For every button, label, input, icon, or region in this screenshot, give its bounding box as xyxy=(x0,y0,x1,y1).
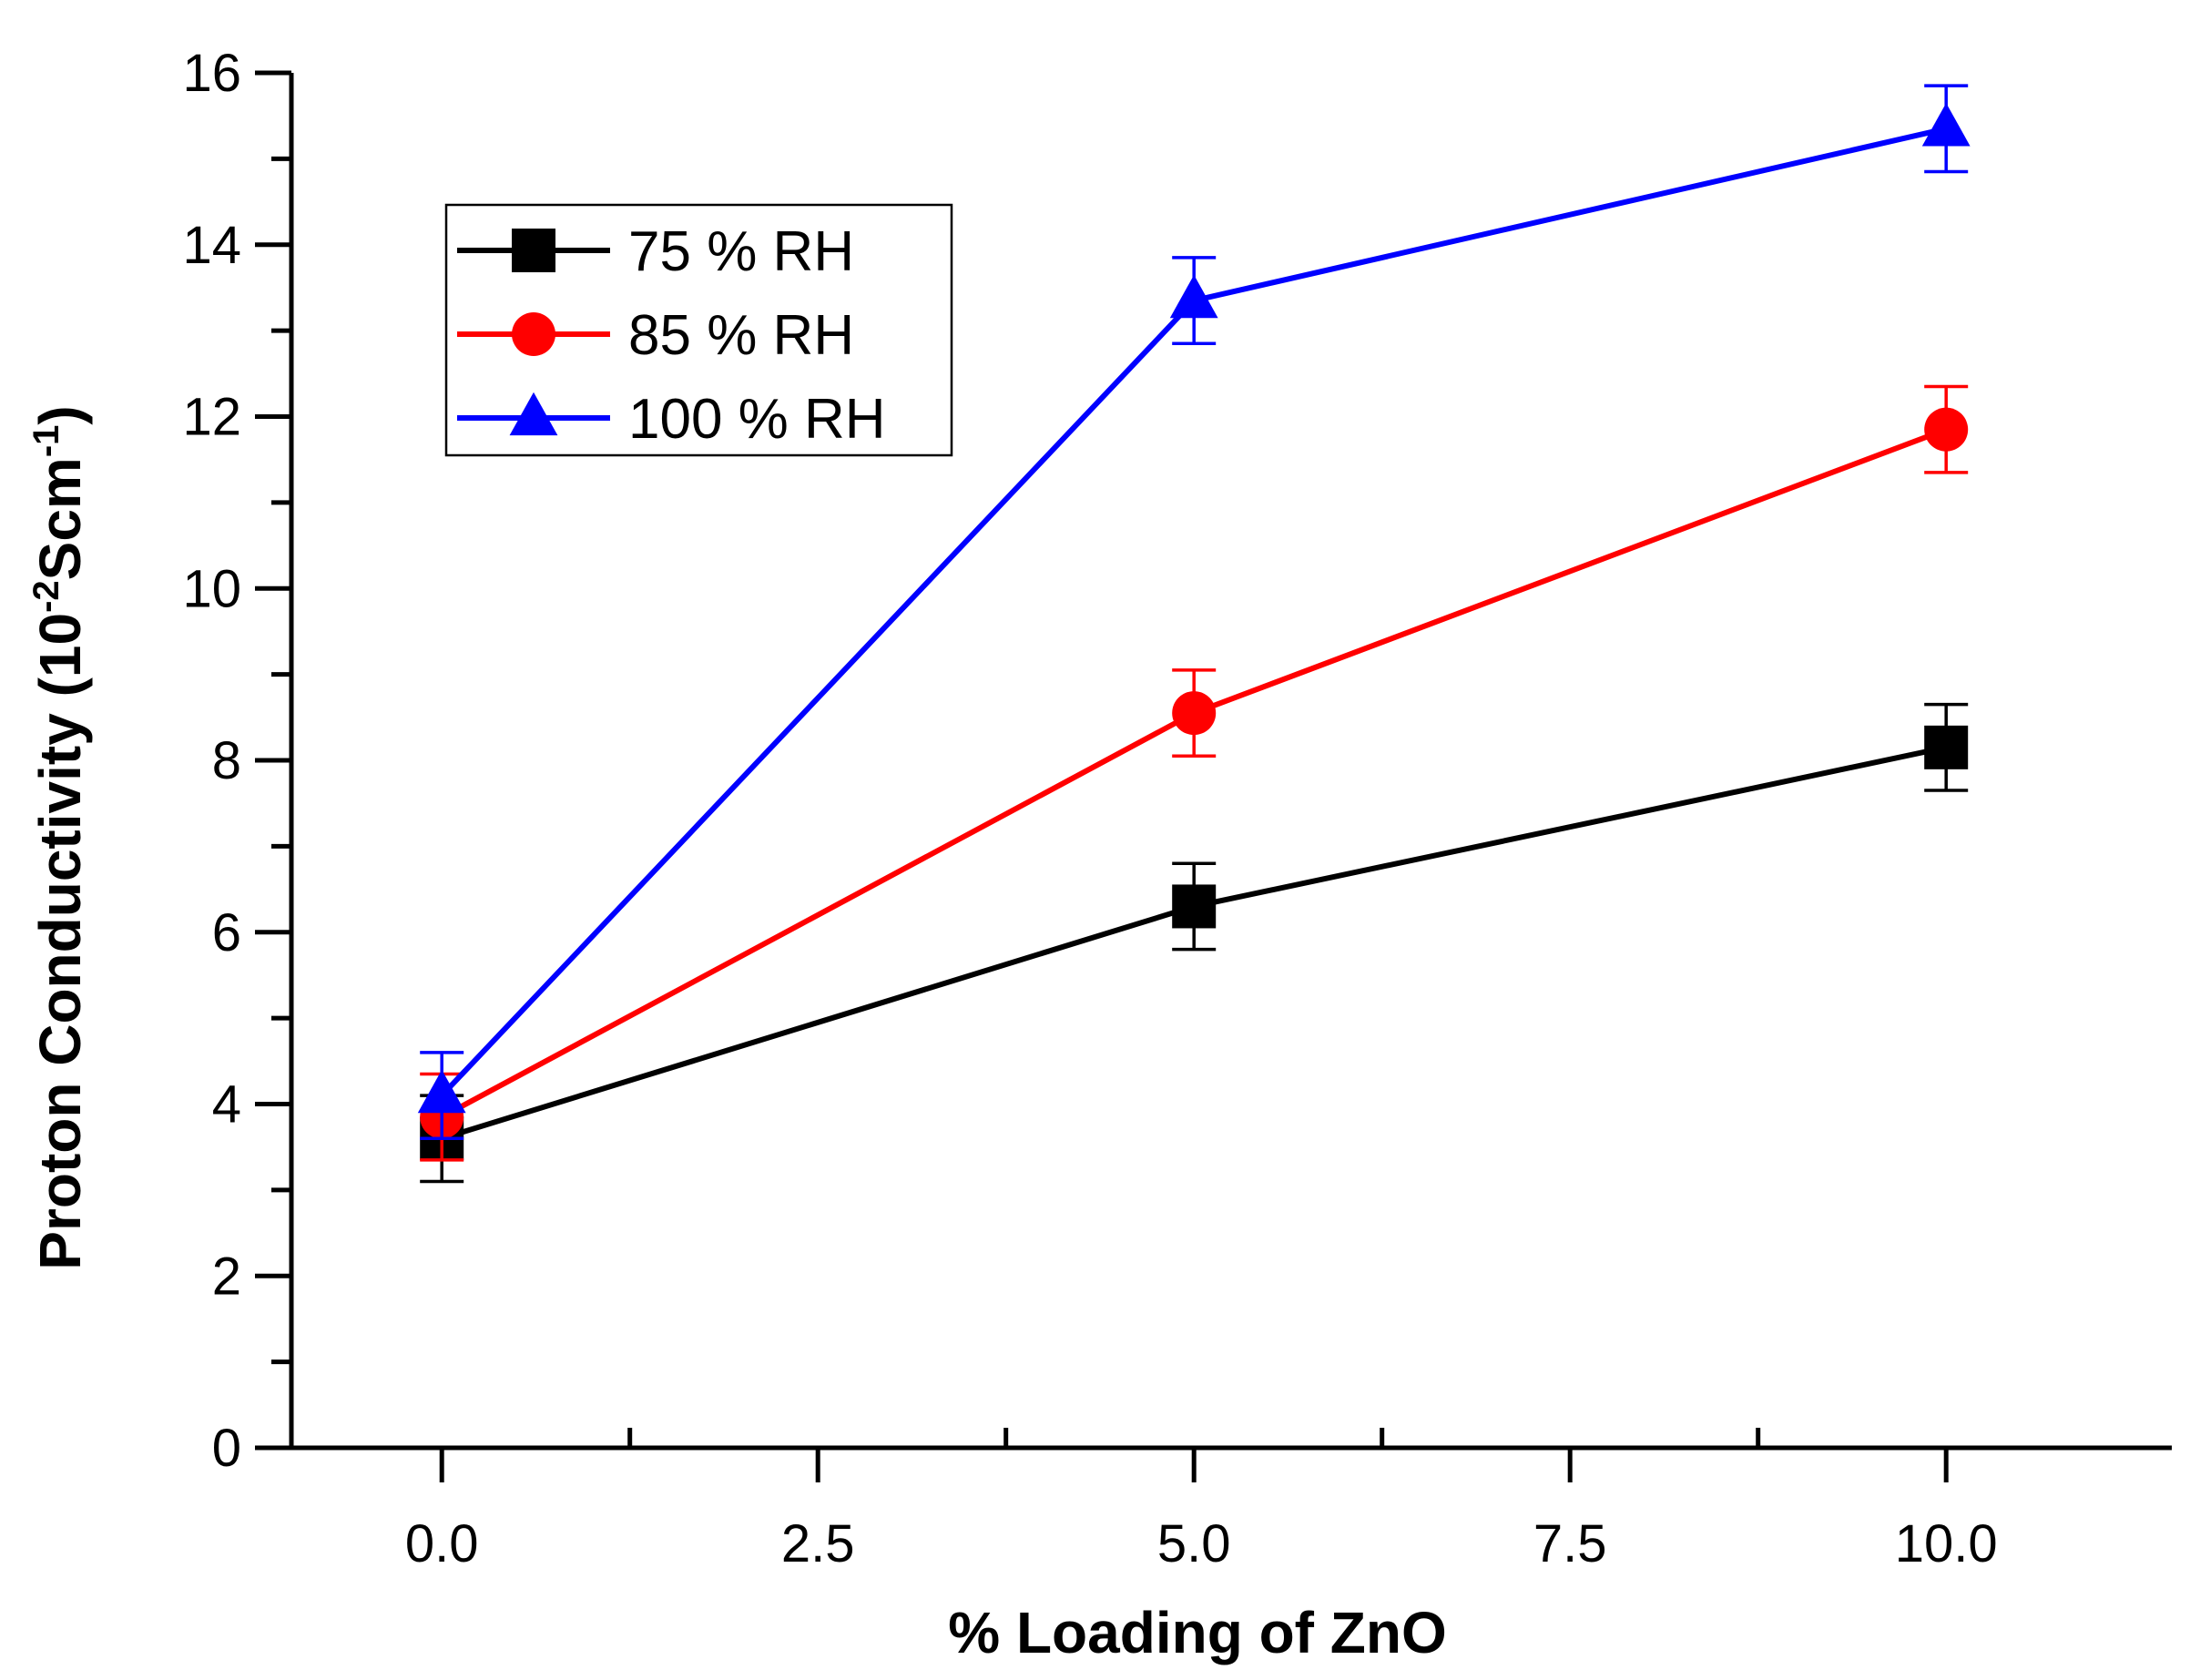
y-axis-title-mid: Scm xyxy=(27,457,93,580)
y-tick-label: 14 xyxy=(182,216,241,275)
y-tick-label: 8 xyxy=(212,731,241,790)
y-tick-label: 4 xyxy=(212,1075,241,1135)
y-tick-label: 12 xyxy=(182,388,241,447)
data-point xyxy=(1172,884,1217,929)
series-layer xyxy=(417,84,1971,1184)
data-point xyxy=(1921,103,1971,147)
x-tick-label: 7.5 xyxy=(1533,1514,1607,1573)
y-axis-title-sup2: -1 xyxy=(26,425,66,458)
y-axis-title-main: Proton Conductivity (10 xyxy=(27,613,93,1270)
x-tick-label: 10.0 xyxy=(1895,1514,1998,1573)
y-tick-label: 10 xyxy=(182,559,241,618)
x-tick-label: 0.0 xyxy=(405,1514,479,1573)
data-point xyxy=(1924,725,1969,769)
legend-marker xyxy=(512,229,555,272)
legend-label: 85 % RH xyxy=(628,304,854,367)
legend-marker xyxy=(512,312,555,356)
y-axis-title-sup1: -2 xyxy=(26,580,66,613)
legend-label: 75 % RH xyxy=(628,220,854,283)
y-tick-label: 2 xyxy=(212,1247,241,1306)
axes: 0 2 4 6 8 10 12 14 16 0.0 2.5 5.0 7.5 10.0 xyxy=(182,44,2172,1573)
x-tick-label: 2.5 xyxy=(781,1514,855,1573)
data-point xyxy=(1169,274,1218,319)
y-tick-label: 6 xyxy=(212,903,241,962)
y-tick-label: 16 xyxy=(182,44,241,103)
data-point xyxy=(1172,691,1217,736)
data-point xyxy=(417,1069,466,1114)
data-point xyxy=(1924,407,1969,452)
x-tick-label: 5.0 xyxy=(1157,1514,1231,1573)
y-axis-title-end: ) xyxy=(27,405,93,424)
legend: 75 % RH 85 % RH 100 % RH xyxy=(444,203,953,457)
y-axis-title: Proton Conductivity (10-2Scm-1) xyxy=(26,405,93,1269)
legend-label: 100 % RH xyxy=(628,388,886,451)
series-2 xyxy=(417,84,1971,1140)
x-axis-title: % Loading of ZnO xyxy=(948,1600,1446,1665)
legend-marker xyxy=(509,392,558,436)
y-tick-label: 0 xyxy=(212,1419,241,1478)
